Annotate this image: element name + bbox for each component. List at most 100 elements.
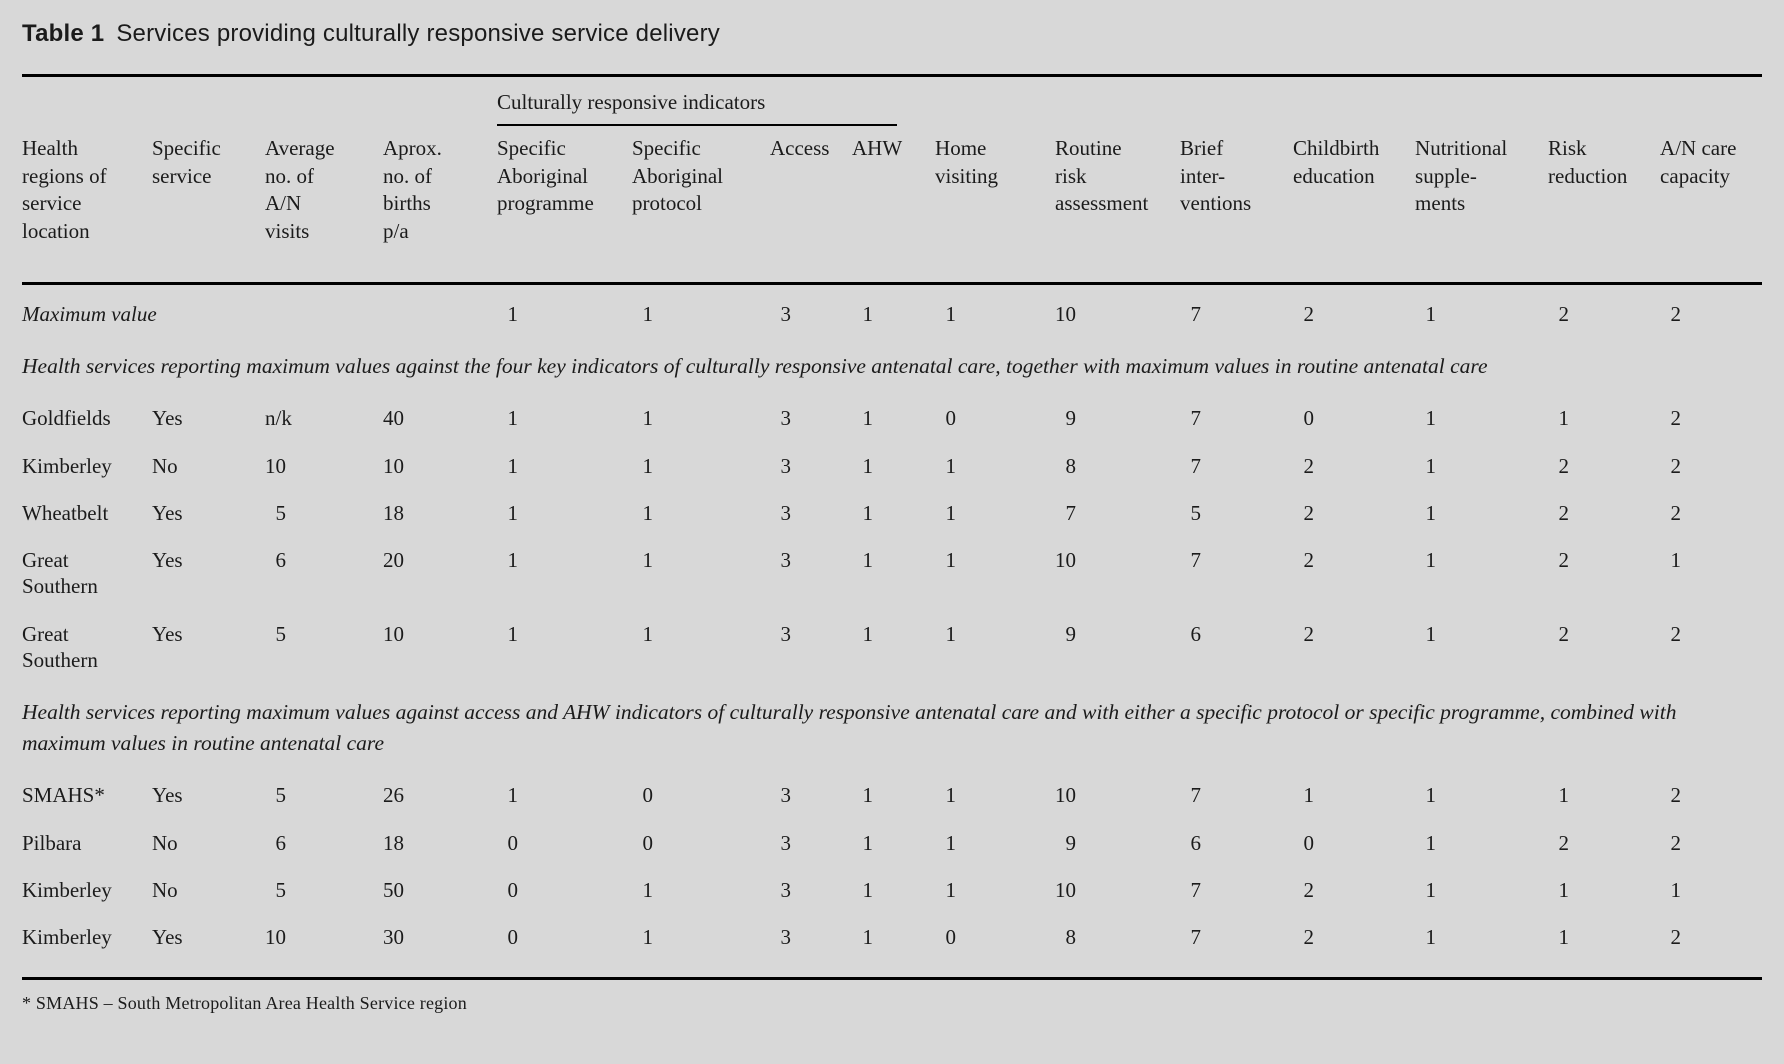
cell-an_care_capacity: 1 — [1660, 856, 1762, 903]
cell-births-pa-value: 30 — [383, 925, 404, 950]
cell-avg-an-visits-value: 5 — [275, 877, 287, 902]
cell-brief_interventions-value: 7 — [1190, 301, 1202, 326]
cell-specific_aboriginal_protocol-value: 1 — [642, 301, 654, 326]
cell-brief_interventions-value: 7 — [1190, 925, 1202, 950]
cell-specific_aboriginal_programme-value: 0 — [507, 925, 519, 950]
table-caption: Services providing culturally responsive… — [116, 20, 720, 47]
cell-births-pa-value: 40 — [383, 406, 404, 431]
cell-an_care_capacity-value: 2 — [1670, 830, 1682, 855]
cell-births-pa: 30 — [383, 903, 497, 981]
table-figure: Table 1 Services providing culturally res… — [22, 20, 1763, 1013]
cell-home_visiting-value: 0 — [945, 406, 957, 431]
cell-home_visiting: 1 — [935, 809, 1055, 856]
cell-specific_aboriginal_protocol: 1 — [632, 283, 770, 327]
cell-routine_risk_assessment: 8 — [1055, 903, 1181, 981]
cell-specific_aboriginal_protocol-value: 1 — [642, 877, 654, 902]
cell-an_care_capacity-value: 2 — [1670, 453, 1682, 478]
cell-births-pa: 18 — [383, 809, 497, 856]
column-header-row: Health regions of service location Speci… — [22, 126, 1763, 285]
cell-brief_interventions-value: 6 — [1190, 830, 1202, 855]
cell-childbirth_education: 2 — [1293, 903, 1416, 981]
cell-specific_aboriginal_programme-value: 1 — [507, 500, 519, 525]
cell-brief_interventions-value: 6 — [1190, 621, 1202, 646]
cell-home_visiting: 1 — [935, 479, 1055, 526]
cell-access: 3 — [770, 526, 852, 600]
cell-specific_aboriginal_protocol-value: 0 — [642, 783, 654, 808]
cell-childbirth_education-value: 0 — [1303, 830, 1315, 855]
culturally-responsive-indicators-header: Culturally responsive indicators — [497, 77, 898, 126]
column-header-home-visiting: Home visiting — [935, 126, 1056, 285]
cell-avg-an-visits-value: 5 — [275, 783, 287, 808]
cell-an_care_capacity-value: 2 — [1670, 500, 1682, 525]
cell-specific_aboriginal_programme: 1 — [497, 384, 632, 431]
cell-home_visiting-value: 1 — [945, 877, 957, 902]
cell-brief_interventions-value: 7 — [1190, 453, 1202, 478]
cell-region: Goldfields — [22, 406, 111, 431]
cell-avg-an-visits-value: 6 — [275, 548, 287, 573]
cell-access: 3 — [770, 384, 852, 431]
cell-access: 3 — [770, 600, 852, 674]
cell-brief_interventions: 7 — [1180, 903, 1294, 981]
cell-home_visiting: 1 — [935, 600, 1055, 674]
data-row: SMAHS* Yes 5 26 1 0 3 1 1 10 7 1 1 1 2 — [22, 761, 1762, 808]
cell-avg-an-visits-value: 6 — [275, 830, 287, 855]
cell-specific_aboriginal_protocol: 1 — [632, 479, 770, 526]
cell-nutritional_supplements-value: 1 — [1425, 406, 1437, 431]
cell-births-pa-value: 18 — [383, 830, 404, 855]
cell-access-value: 3 — [780, 500, 792, 525]
data-row: Kimberley No 10 10 1 1 3 1 1 8 7 2 1 2 2 — [22, 432, 1762, 479]
cell-routine_risk_assessment: 8 — [1055, 432, 1180, 479]
section-note-text: Health services reporting maximum values… — [22, 354, 1488, 379]
cell-avg-an-visits: 10 — [265, 903, 383, 981]
cell-specific-service: Yes — [152, 621, 183, 646]
cell-specific_aboriginal_protocol: 0 — [632, 809, 770, 856]
data-row: Kimberley No 5 50 0 1 3 1 1 10 7 2 1 1 1 — [22, 856, 1762, 903]
cell-risk_reduction: 1 — [1548, 903, 1661, 981]
cell-routine_risk_assessment: 9 — [1055, 384, 1180, 431]
cell-ahw-value: 1 — [862, 548, 874, 573]
cell-an_care_capacity: 2 — [1660, 283, 1762, 327]
cell-routine_risk_assessment-value: 8 — [1065, 925, 1077, 950]
cell-nutritional_supplements: 1 — [1415, 761, 1548, 808]
data-row: Kimberley Yes 10 30 0 1 3 1 0 8 7 2 1 1 2 — [22, 903, 1763, 981]
cell-access-value: 3 — [780, 621, 792, 646]
cell-an_care_capacity-value: 2 — [1670, 925, 1682, 950]
cell-avg-an-visits-value: n/k — [265, 406, 292, 431]
cell-specific_aboriginal_protocol: 1 — [632, 432, 770, 479]
cell-childbirth_education-value: 2 — [1303, 925, 1315, 950]
cell-ahw-value: 1 — [862, 301, 874, 326]
services-table: Culturally responsive indicators Health … — [22, 74, 1763, 981]
cell-specific_aboriginal_protocol-value: 1 — [642, 453, 654, 478]
cell-births-pa: 18 — [383, 479, 497, 526]
cell-risk_reduction: 2 — [1548, 526, 1660, 600]
cell-nutritional_supplements-value: 1 — [1425, 548, 1437, 573]
column-header-nutritional-supplements: Nutritional supple- ments — [1415, 126, 1549, 285]
cell-risk_reduction: 2 — [1548, 600, 1660, 674]
cell-access-value: 3 — [780, 548, 792, 573]
data-row: Goldfields Yes n/k 40 1 1 3 1 0 9 7 0 1 1 2 — [22, 384, 1762, 431]
cell-brief_interventions: 7 — [1180, 432, 1293, 479]
spanner-left-spacer — [22, 76, 497, 127]
cell-childbirth_education: 2 — [1293, 600, 1415, 674]
column-header-childbirth-education: Childbirth education — [1293, 126, 1416, 285]
cell-access-value: 3 — [780, 877, 792, 902]
cell-specific_aboriginal_programme: 0 — [497, 903, 632, 981]
cell-births-pa: 26 — [383, 761, 497, 808]
cell-specific_aboriginal_programme-value: 1 — [507, 301, 519, 326]
cell-brief_interventions: 5 — [1180, 479, 1293, 526]
column-header-routine-risk-assessment: Routine risk assessment — [1055, 126, 1181, 285]
cell-specific_aboriginal_protocol-value: 1 — [642, 500, 654, 525]
cell-ahw: 1 — [852, 479, 935, 526]
data-row: Pilbara No 6 18 0 0 3 1 1 9 6 0 1 2 2 — [22, 809, 1762, 856]
cell-avg-an-visits: 5 — [265, 856, 383, 903]
cell-risk_reduction: 1 — [1548, 384, 1660, 431]
cell-ahw: 1 — [852, 809, 935, 856]
cell-specific_aboriginal_protocol: 1 — [632, 903, 770, 981]
cell-specific_aboriginal_programme: 1 — [497, 526, 632, 600]
section-note-row: Health services reporting maximum values… — [22, 327, 1762, 384]
cell-ahw-value: 1 — [862, 925, 874, 950]
cell-specific_aboriginal_protocol-value: 1 — [642, 406, 654, 431]
cell-childbirth_education-value: 2 — [1303, 500, 1315, 525]
cell-ahw: 1 — [852, 526, 935, 600]
cell-specific_aboriginal_programme: 1 — [497, 600, 632, 674]
